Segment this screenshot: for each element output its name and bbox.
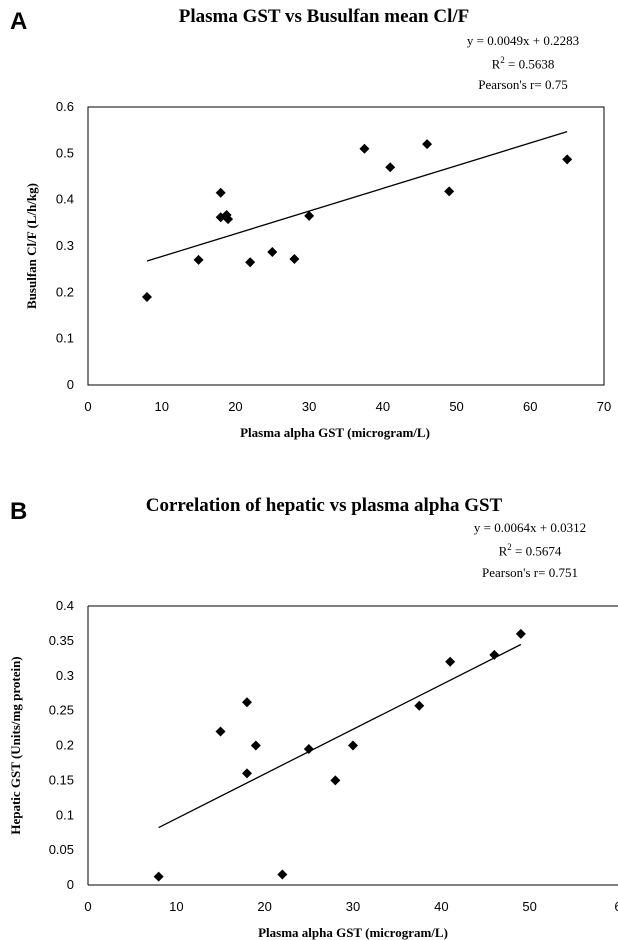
- scatter-plot-b: 0 0.05 0.1 0.15 0.2 0.25 0.3 0.35 0.4 0 10 20 30 40 50…: [8, 598, 618, 940]
- y-tick-label: 0.25: [49, 703, 74, 718]
- x-tick-label: 10: [154, 399, 168, 414]
- data-point: [444, 186, 455, 197]
- x-tick-label: 50: [522, 899, 536, 914]
- pearson-r-b: Pearson's r= 0.751: [482, 565, 578, 580]
- chart-panel-b: B Correlation of hepatic vs plasma alpha…: [0, 470, 618, 940]
- scatter-plot-a: 0 0.1 0.2 0.3 0.4 0.5 0.6 0 10 20 30 40 50 60 70 Plasma…: [24, 99, 611, 440]
- panel-label-a: A: [10, 8, 28, 35]
- x-tick-label: 70: [597, 399, 611, 414]
- data-point: [303, 743, 314, 754]
- data-point: [414, 700, 425, 711]
- trendline: [158, 643, 522, 829]
- x-tick-label: 20: [257, 899, 271, 914]
- r-squared-a: R2 = 0.5638: [491, 55, 555, 72]
- data-point: [267, 247, 278, 258]
- y-tick-label: 0.6: [56, 99, 74, 114]
- y-tick-label: 0.1: [56, 331, 74, 346]
- data-point: [359, 143, 370, 154]
- x-tick-label: 10: [169, 899, 183, 914]
- chart-panel-a: A Plasma GST vs Busulfan mean Cl/F y = 0…: [0, 0, 618, 450]
- panel-label-b: B: [10, 498, 28, 525]
- data-point: [215, 726, 226, 737]
- y-tick-label: 0.05: [49, 842, 74, 857]
- data-point: [215, 187, 226, 198]
- y-tick-label: 0.4: [56, 598, 74, 613]
- data-point: [385, 162, 396, 173]
- data-point: [242, 768, 252, 779]
- x-tick-label: 40: [376, 399, 390, 414]
- x-tick-label: 40: [434, 899, 448, 914]
- y-tick-label: 0.35: [49, 633, 74, 648]
- x-tick-label: 0: [84, 399, 91, 414]
- data-point: [445, 656, 456, 667]
- data-point: [422, 139, 433, 150]
- x-tick-label: 30: [302, 399, 316, 414]
- x-axis-title: Plasma alpha GST (microgram/L): [240, 425, 430, 440]
- data-point: [141, 291, 152, 302]
- chart-title-a: Plasma GST vs Busulfan mean Cl/F: [178, 6, 470, 27]
- x-tick-label: 6: [614, 899, 618, 914]
- y-tick-label: 0.3: [56, 238, 74, 253]
- trendline: [146, 131, 568, 262]
- y-axis-title: Busulfan Cl/F (L/h/kg): [24, 183, 39, 309]
- data-point: [153, 871, 164, 882]
- data-point: [245, 257, 256, 268]
- y-tick-label: 0: [67, 377, 74, 392]
- y-tick-label: 0.4: [56, 192, 74, 207]
- x-tick-label: 60: [523, 399, 537, 414]
- data-point: [242, 697, 252, 708]
- plot-area-frame: [87, 106, 605, 386]
- pearson-r-a: Pearson's r= 0.75: [478, 77, 568, 92]
- data-point: [562, 154, 573, 165]
- x-tick-label: 20: [228, 399, 242, 414]
- x-axis-title: Plasma alpha GST (microgram/L): [258, 925, 448, 940]
- data-point: [304, 210, 315, 221]
- y-tick-label: 0.1: [56, 807, 74, 822]
- y-tick-label: 0.3: [56, 668, 74, 683]
- data-point: [193, 254, 204, 265]
- y-tick-label: 0.2: [56, 738, 74, 753]
- data-point: [489, 649, 500, 660]
- chart-title-b: Correlation of hepatic vs plasma alpha G…: [145, 495, 503, 516]
- data-point: [289, 253, 300, 264]
- data-point: [223, 214, 234, 225]
- data-point: [277, 869, 288, 880]
- regression-equation-a: y = 0.0049x + 0.2283: [466, 33, 580, 48]
- data-point: [348, 740, 358, 751]
- y-tick-label: 0.5: [56, 145, 74, 160]
- data-point: [330, 775, 341, 786]
- y-tick-label: 0: [67, 877, 74, 892]
- x-tick-label: 50: [449, 399, 463, 414]
- x-tick-label: 0: [84, 899, 91, 914]
- regression-equation-b: y = 0.0064x + 0.0312: [473, 520, 587, 535]
- r-squared-b: R2 = 0.5674: [498, 542, 562, 559]
- y-tick-label: 0.15: [49, 772, 74, 787]
- data-point: [515, 628, 526, 639]
- data-point: [250, 740, 261, 751]
- y-tick-label: 0.2: [56, 284, 74, 299]
- y-axis-title: Hepatic GST (Units/mg protein): [8, 656, 23, 834]
- x-tick-label: 30: [346, 899, 360, 914]
